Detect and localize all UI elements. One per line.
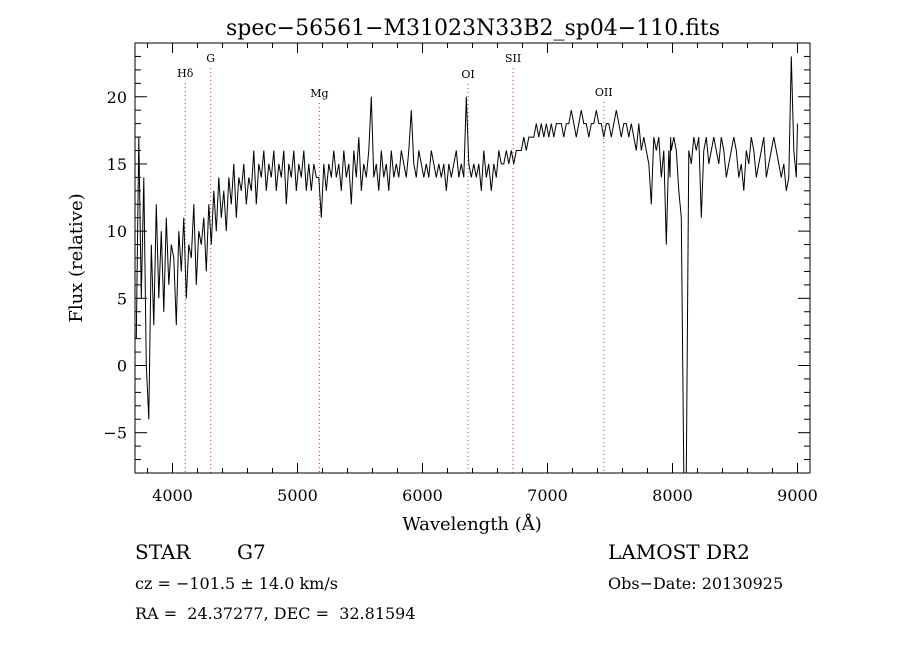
spectrum-line [135, 56, 798, 474]
plot-frame [134, 42, 811, 474]
marker-label: SII [505, 52, 521, 65]
y-tick-label: −5 [103, 424, 127, 443]
marker-label: G [206, 52, 215, 65]
x-tick-label: 9000 [777, 486, 818, 505]
y-axis-label: Flux (relative) [66, 193, 87, 322]
y-tick-label: 5 [117, 289, 127, 308]
x-tick-label: 6000 [402, 486, 443, 505]
y-tick-label: 15 [107, 155, 127, 174]
y-tick-label: 10 [107, 222, 127, 241]
spectral-line-markers: Hδ G Mg OI SII OII [177, 52, 613, 473]
marker-label: Hδ [177, 67, 194, 80]
object-subclass: G7 [237, 540, 266, 564]
x-tick-label: 8000 [652, 486, 693, 505]
coordinates-text: RA = 24.37277, DEC = 32.81594 [135, 604, 416, 623]
observation-date: Obs−Date: 20130925 [608, 574, 784, 593]
y-tick-label: 20 [107, 88, 127, 107]
marker-label: OI [461, 68, 474, 81]
marker-label: Mg [310, 87, 328, 100]
y-axis-ticks: −5 0 5 10 15 20 [103, 55, 810, 461]
chart-title: spec−56561−M31023N33B2_sp04−110.fits [226, 16, 720, 41]
marker-label: OII [595, 86, 613, 99]
object-class: STAR [135, 540, 191, 564]
x-axis-ticks: 4000 5000 6000 7000 8000 9000 [147, 43, 818, 505]
x-tick-label: 5000 [277, 486, 318, 505]
survey-name: LAMOST DR2 [608, 540, 750, 564]
redshift-text: cz = −101.5 ± 14.0 km/s [135, 574, 338, 593]
x-tick-label: 7000 [527, 486, 568, 505]
x-axis-label: Wavelength (Å) [402, 513, 542, 535]
x-tick-label: 4000 [152, 486, 193, 505]
y-tick-label: 0 [117, 357, 127, 376]
